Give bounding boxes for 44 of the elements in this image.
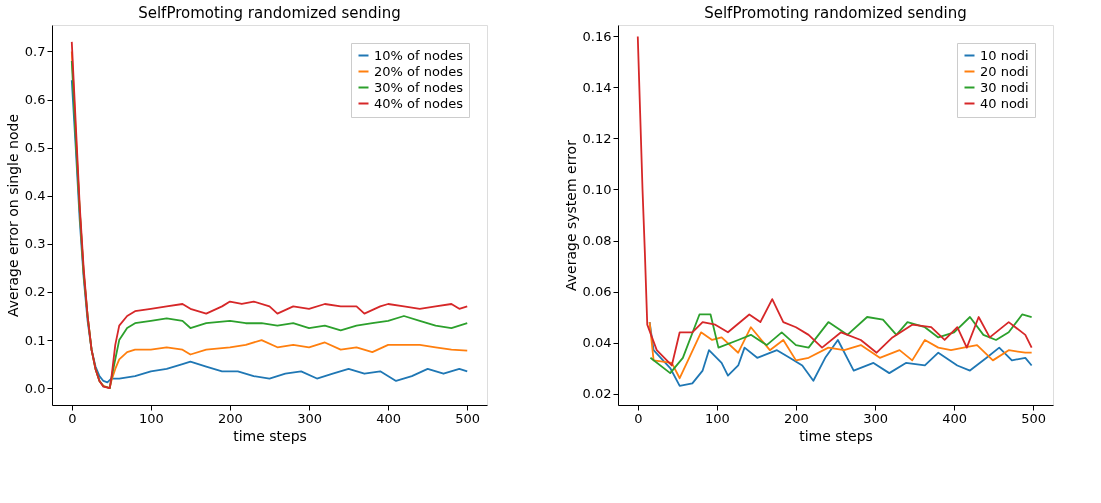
x-tick-label: 300	[297, 410, 322, 426]
y-tick-label: 0.2	[24, 284, 46, 300]
y-tick-label: 0.12	[582, 130, 612, 146]
y-tick-label: 0.02	[582, 386, 612, 402]
x-tick-label: 200	[218, 410, 243, 426]
y-tick-label: 0.08	[582, 233, 612, 248]
line-series	[649, 313, 1033, 375]
x-tick-label: 500	[455, 410, 481, 426]
x-tick-label: 300	[863, 410, 888, 426]
x-tick-label: 400	[942, 410, 968, 426]
legend-label: 10% of nodes	[374, 47, 464, 63]
x-tick-label: 400	[376, 410, 402, 426]
x-tick-label: 0	[634, 410, 643, 426]
y-tick-label: 0.3	[24, 236, 46, 252]
y-tick-label: 0.14	[582, 79, 612, 95]
legend-label: 20% of nodes	[374, 63, 464, 79]
y-tick-label: 0.0	[24, 380, 46, 396]
legend-label: 40% of nodes	[374, 95, 464, 111]
x-axis-title: time steps	[233, 427, 307, 444]
y-axis-title: Average system error	[562, 139, 579, 291]
legend-label: 30% of nodes	[374, 79, 464, 95]
x-axis-title: time steps	[799, 427, 873, 444]
y-tick-label: 0.04	[582, 335, 612, 351]
legend-label: 20 nodi	[980, 63, 1029, 79]
y-tick-label: 0.6	[24, 92, 46, 108]
x-tick-label: 100	[704, 410, 730, 426]
chart-title: SelfPromoting randomized sending	[704, 4, 967, 22]
x-tick-label: 100	[138, 410, 164, 426]
y-tick-label: 0.1	[24, 332, 46, 348]
x-tick-label: 500	[1021, 410, 1047, 426]
y-axis-title: Average error on single node	[4, 113, 21, 318]
line-series	[636, 35, 1033, 367]
y-tick-label: 0.5	[24, 140, 46, 156]
y-tick-label: 0.06	[582, 284, 612, 300]
x-tick-label: 200	[784, 410, 809, 426]
y-tick-label: 0.16	[582, 28, 612, 44]
y-tick-label: 0.7	[24, 43, 46, 59]
legend-label: 30 nodi	[980, 79, 1029, 95]
x-tick-label: 0	[68, 410, 77, 426]
y-tick-label: 0.4	[24, 188, 46, 204]
chart-title: SelfPromoting randomized sending	[138, 4, 401, 22]
legend-label: 40 nodi	[980, 95, 1029, 111]
legend-label: 10 nodi	[980, 47, 1029, 63]
y-tick-label: 0.10	[582, 182, 612, 197]
